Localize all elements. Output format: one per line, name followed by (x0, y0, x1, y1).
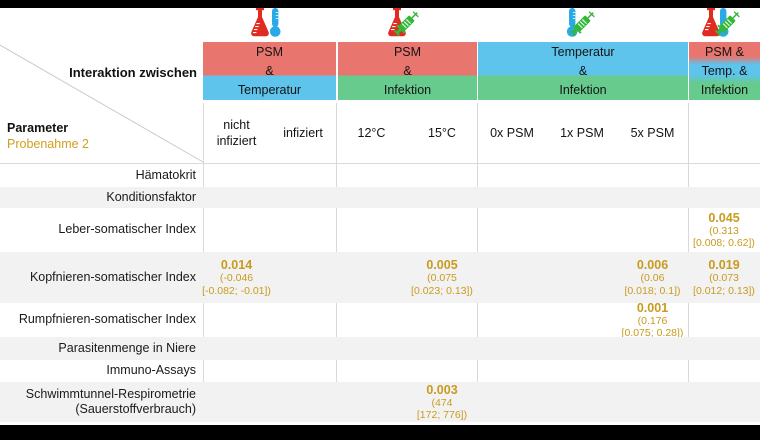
syringe-icon (714, 11, 740, 37)
group-line: PSM & (705, 44, 744, 59)
corner-diagonal-line (0, 44, 204, 163)
row-label: Leber-somatischer Index (58, 222, 196, 237)
thermometer-icon (269, 8, 281, 37)
row-label: Parasitenmenge in Niere (58, 340, 196, 355)
confidence-interval: [-0.082; -0.01]) (202, 284, 271, 297)
confidence-interval: [0.008; 0.62]) (693, 237, 755, 249)
stat-value-cell: 0.014 (-0.046 [-0.082; -0.01]) (193, 252, 280, 303)
table-top-rule (0, 163, 760, 164)
confidence-interval: [172; 776]) (416, 409, 468, 421)
thermometer-syringe-icon (564, 7, 600, 40)
p-value: 0.003 (426, 382, 458, 397)
table-row-schwimmtunnel-respirometrie: Schwimmtunnel-Respirometrie (Sauerstoffv… (0, 382, 760, 422)
column-header-1x-psm: 1x PSM (560, 126, 604, 140)
p-value: 0.006 (636, 258, 669, 272)
group-header-psm-temp-infektion: PSM & Temp. & Infektion (689, 42, 760, 100)
confidence-interval: [0.023; 0.13]) (411, 284, 473, 297)
stat-value-cell: 0.045 (0.313 [0.008; 0.62]) (688, 208, 760, 252)
row-label: Hämatokrit (135, 167, 196, 182)
group-header-psm-temperatur: PSM & Temperatur (203, 42, 336, 100)
parameter-header-label: Parameter (7, 121, 69, 135)
table-row-rumpfnieren-somatischer-index: Rumpfnieren-somatischer Index 0.001 (0.1… (0, 300, 760, 340)
row-label: Immuno-Assays (106, 363, 196, 378)
group-header-psm-infektion: PSM & Infektion (338, 42, 477, 100)
confidence-interval: [0.012; 0.13]) (693, 284, 755, 297)
group-line: Infektion (383, 82, 432, 97)
group-line: Infektion (700, 82, 749, 97)
stat-value-cell: 0.019 (0.073 [0.012; 0.13]) (688, 252, 760, 303)
column-header-nicht-infiziert: nicht infiziert (216, 118, 257, 148)
stat-value-cell: 0.003 (474 [172; 776]) (402, 382, 482, 422)
estimate: (-0.046 (219, 272, 254, 284)
estimate: (474 (431, 396, 453, 409)
group-line: PSM (393, 44, 422, 59)
row-label: Konditionsfaktor (106, 189, 196, 204)
syringe-icon (393, 11, 419, 37)
p-value: 0.019 (708, 258, 740, 272)
top-black-bar (0, 0, 760, 8)
estimate: (0.075 (427, 272, 457, 284)
row-label: Rumpfnieren-somatischer Index (18, 312, 196, 327)
table-row-kopfnieren-somatischer-index: Kopfnieren-somatischer Index 0.014 (-0.0… (0, 252, 760, 303)
confidence-interval: [0.018; 0.1]) (624, 284, 681, 297)
flask-thermometer-syringe-icon (699, 7, 745, 40)
estimate: (0.06 (640, 272, 665, 284)
syringe-icon (569, 11, 595, 37)
estimate: (0.313 (709, 224, 739, 237)
parameter-table: Hämatokrit Konditionsfaktor Leber-somati… (0, 164, 760, 422)
p-value: 0.005 (426, 258, 458, 272)
group-line: Temperatur (551, 44, 615, 59)
table-row-parasitenmenge: Parasitenmenge in Niere (0, 337, 760, 360)
group-header-temperatur-infektion: Temperatur & Infektion (478, 42, 688, 100)
stat-value-cell: 0.005 (0.075 [0.023; 0.13]) (402, 252, 482, 303)
estimate: (0.073 (709, 272, 739, 284)
column-header-12c: 12°C (357, 126, 386, 140)
table-row-konditionsfaktor: Konditionsfaktor (0, 187, 760, 208)
group-line: & (403, 63, 412, 78)
bottom-black-bar (0, 425, 760, 440)
interaction-header-label: Interaktion zwischen (69, 65, 197, 80)
flask-icon (702, 8, 720, 37)
sampling-label: Probenahme 2 (7, 137, 90, 151)
stat-value-cell: 0.006 (0.06 [0.018; 0.1]) (612, 252, 693, 303)
group-line: & (578, 63, 588, 78)
row-label: Schwimmtunnel-Respirometrie (Sauerstoffv… (25, 386, 196, 417)
flask-syringe-icon (384, 7, 424, 40)
p-value: 0.001 (636, 300, 669, 315)
row-label: Kopfnieren-somatischer Index (29, 269, 196, 284)
group-line: Temp. & (701, 63, 748, 78)
group-line: Temperatur (237, 82, 302, 97)
p-value: 0.014 (220, 258, 253, 272)
table-row-immuno-assays: Immuno-Assays (0, 360, 760, 382)
column-header-15c: 15°C (428, 126, 456, 140)
group-line: Infektion (559, 82, 607, 97)
stat-value-cell: 0.001 (0.176 [0.075; 0.28]) (612, 300, 693, 340)
flask-thermometer-icon (248, 7, 286, 40)
group-line: PSM (255, 44, 284, 59)
table-row-leber-somatischer-index: Leber-somatischer Index 0.045 (0.313 [0.… (0, 208, 760, 252)
table-row-haematokrit: Hämatokrit (0, 164, 760, 187)
estimate: (0.176 (637, 314, 668, 327)
column-header-infiziert: infiziert (283, 126, 323, 140)
column-header-0x-psm: 0x PSM (490, 126, 534, 140)
flask-icon (251, 8, 269, 37)
group-line: & (265, 63, 274, 78)
confidence-interval: [0.075; 0.28]) (621, 327, 684, 339)
column-header-5x-psm: 5x PSM (630, 126, 675, 140)
p-value: 0.045 (708, 210, 740, 225)
